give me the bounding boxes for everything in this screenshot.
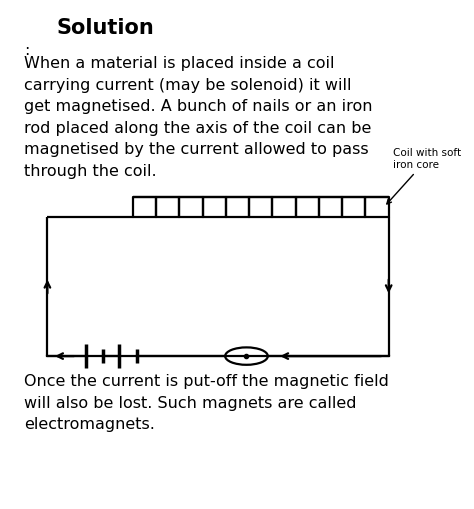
Text: Solution: Solution [57,18,155,38]
Text: Coil with soft
iron core: Coil with soft iron core [387,148,462,204]
Text: Once the current is put-off the magnetic field
will also be lost. Such magnets a: Once the current is put-off the magnetic… [24,374,389,432]
Text: When a material is placed inside a coil
carrying current (may be solenoid) it wi: When a material is placed inside a coil … [24,56,372,179]
Text: :: : [24,43,29,58]
